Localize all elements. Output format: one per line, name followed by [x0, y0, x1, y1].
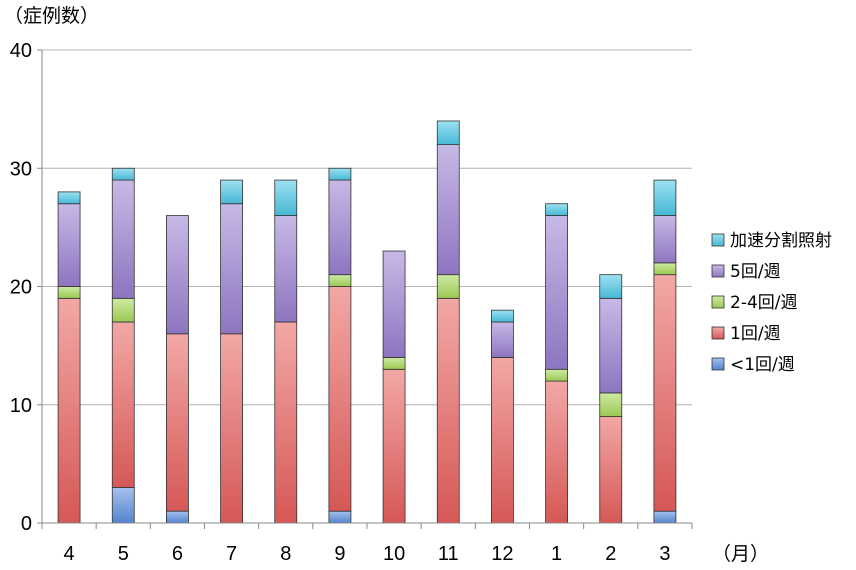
- bar-segment: [545, 380, 568, 524]
- legend: 加速分割照射 5回/週 2-4回/週 1回/週 <1回/週: [711, 231, 832, 375]
- legend-label: <1回/週: [730, 355, 795, 375]
- bar-segment: [653, 215, 677, 264]
- y-tick-label: 10: [10, 395, 32, 417]
- x-tick-labels: 4 5 6 7 8 9 10 11 12 1 2 3: [64, 543, 671, 565]
- x-axis-title: （月）: [712, 543, 769, 565]
- x-tick-label: 5: [118, 543, 129, 565]
- bar-segment: [328, 510, 352, 524]
- bar-segment: [491, 357, 514, 524]
- y-tick-label: 20: [10, 277, 32, 299]
- bar-segment: [599, 392, 623, 417]
- bars: [57, 120, 677, 524]
- bar-segment: [328, 179, 352, 276]
- bar-segment: [382, 368, 406, 524]
- legend-label: 加速分割照射: [730, 231, 832, 251]
- bar-segment: [220, 333, 243, 524]
- x-tick-label: 9: [334, 543, 345, 565]
- bar-segment: [436, 297, 460, 524]
- x-tick-label: 12: [491, 543, 513, 565]
- bar-segment: [111, 297, 135, 323]
- bar-segment: [382, 357, 406, 370]
- bar-segment: [57, 286, 81, 299]
- bar-segment: [166, 333, 189, 512]
- gridlines: [42, 49, 692, 406]
- bar-segment: [111, 167, 135, 181]
- bar-segment: [653, 262, 677, 276]
- bar-segment: [436, 120, 460, 145]
- bar-segment: [653, 179, 677, 216]
- bar-segment: [328, 167, 352, 181]
- bar-segment: [274, 179, 298, 216]
- x-tick-label: 4: [64, 543, 75, 565]
- bar-segment: [274, 321, 298, 524]
- y-axis-title: （症例数）: [4, 5, 99, 27]
- bar-segment: [57, 203, 81, 287]
- bar-segment: [545, 215, 568, 370]
- bar-segment: [545, 203, 568, 216]
- bar-segment: [111, 179, 135, 299]
- legend-swatch: [711, 233, 725, 247]
- bar-segment: [111, 321, 135, 488]
- x-tick-label: 1: [551, 543, 562, 565]
- x-tick-label: 11: [438, 543, 459, 565]
- bar-segment: [220, 203, 243, 335]
- bar-segment: [274, 215, 298, 323]
- x-tick-label: 7: [226, 543, 237, 565]
- bar-segment: [328, 286, 352, 512]
- bar-segment: [57, 191, 81, 205]
- x-tick-label: 2: [605, 543, 616, 565]
- y-tick-label: 0: [21, 513, 32, 535]
- bar-segment: [653, 274, 677, 512]
- legend-swatch: [711, 295, 725, 309]
- bar-segment: [328, 274, 352, 287]
- bar-segment: [166, 510, 189, 524]
- legend-label: 5回/週: [730, 262, 781, 282]
- x-tick-label: 6: [172, 543, 183, 565]
- x-tick-label: 8: [280, 543, 291, 565]
- bar-segment: [545, 368, 568, 382]
- x-tick-label: 10: [383, 543, 405, 565]
- legend-label: 2-4回/週: [730, 293, 798, 313]
- bar-segment: [166, 215, 189, 335]
- bar-segment: [220, 179, 243, 205]
- bar-segment: [491, 309, 514, 323]
- bar-segment: [599, 297, 623, 394]
- bar-segment: [382, 250, 406, 358]
- bar-segment: [436, 144, 460, 276]
- y-tick-label: 30: [10, 158, 32, 180]
- y-tick-labels: 0 10 20 30 40: [10, 40, 32, 535]
- legend-label: 1回/週: [730, 324, 781, 344]
- legend-swatch: [711, 357, 725, 371]
- bar-segment: [599, 416, 623, 524]
- legend-swatch: [711, 326, 725, 340]
- x-tick-label: 3: [659, 543, 670, 565]
- bar-segment: [436, 274, 460, 299]
- y-tick-label: 40: [10, 40, 32, 62]
- legend-swatch: [711, 264, 725, 278]
- bar-segment: [599, 274, 623, 299]
- bar-segment: [491, 321, 514, 358]
- bar-segment: [653, 510, 677, 524]
- bar-segment: [57, 297, 81, 524]
- bar-segment: [111, 487, 135, 524]
- axes: [37, 49, 693, 529]
